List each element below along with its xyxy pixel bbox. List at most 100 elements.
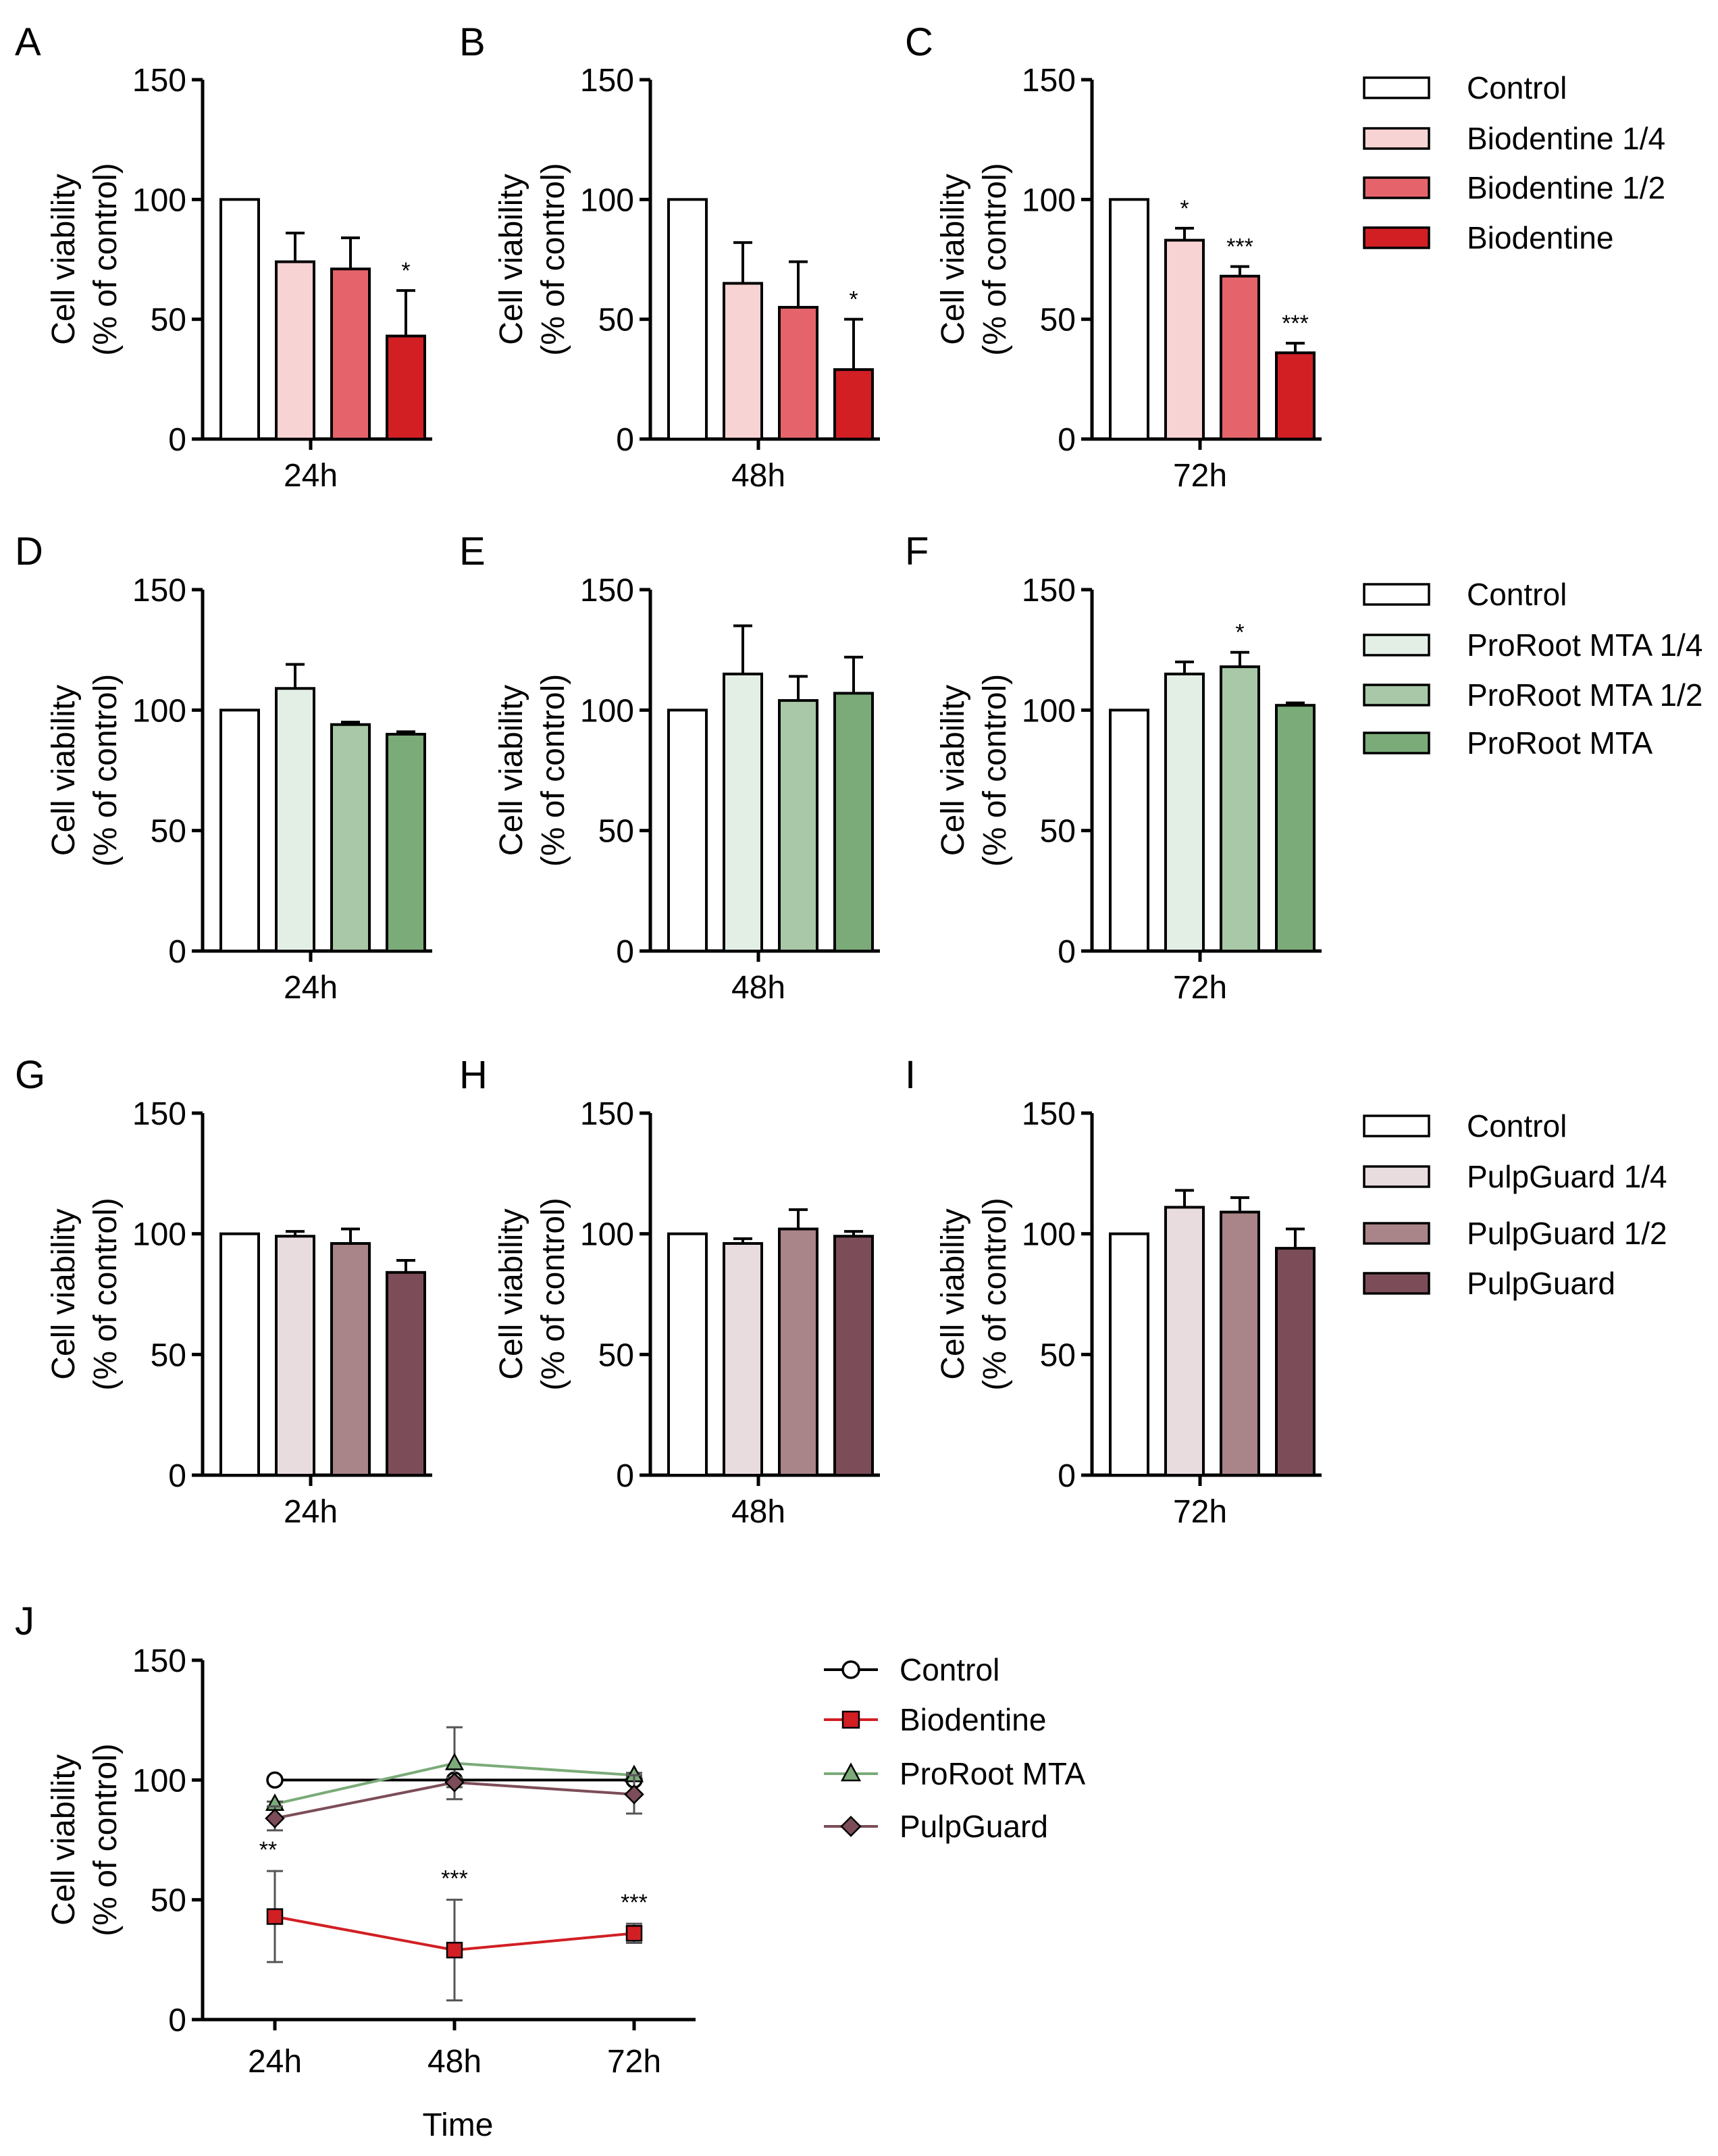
panel-b-bar-biodentine-1-4 [723, 282, 763, 441]
panel-e-y-tick-label: 100 [580, 693, 634, 729]
panel-e-y-axis-title-line: (% of control) [536, 674, 571, 867]
panel-b-y-tick-label: 0 [616, 422, 634, 458]
panel-e-bar-proroot-mta-1-2 [778, 699, 818, 952]
panel-a-bar-biodentine-1-2 [330, 267, 371, 441]
panel-c-y-axis-title-line: (% of control) [977, 163, 1013, 355]
panel-e-bar-control [667, 709, 708, 953]
panel-c-bar-biodentine-1-2 [1220, 274, 1260, 440]
legend-row-2: Control ProRoot MTA 1/4 ProRoot MTA 1/2 Pro… [1363, 577, 1702, 761]
panel-j-point-proroot-mta [444, 1752, 465, 1770]
panel-h-group-label: 48h [731, 1494, 785, 1530]
legend-label-biodentine-1-4: Biodentine 1/4 [1467, 121, 1665, 156]
panel-i-letter: I [905, 1053, 916, 1097]
panel-g-y-tick-label: 150 [132, 1096, 186, 1132]
panel-j-series-biodentine: ******** [259, 1837, 648, 2002]
panel-e-bar-proroot-mta-1-4 [723, 672, 763, 952]
legend-label-proroot-mta: ProRoot MTA [900, 1756, 1086, 1791]
legend-swatch-pulpguard [1363, 1272, 1430, 1295]
panel-d-bar-control [219, 709, 260, 953]
panel-c: C 0 50 100 150 Cell viability (% of control) 72… [905, 20, 1322, 494]
panel-e-y-tick-label: 150 [580, 573, 634, 609]
legend-label-biodentine: Biodentine [900, 1702, 1046, 1737]
panel-f-y-tick-label: 150 [1022, 573, 1076, 609]
panel-b-y-tick-label: 150 [580, 63, 634, 99]
panel-h-y-axis-title-line: Cell viability [494, 1208, 529, 1379]
panel-e-y-tick-label: 50 [598, 814, 634, 850]
panel-h-bar-control [667, 1232, 708, 1477]
panel-i-bar-pulpguard [1275, 1247, 1316, 1477]
panel-i-y-tick-label: 0 [1058, 1458, 1076, 1494]
panel-g-bar-pulpguard-1-4 [275, 1235, 315, 1477]
panel-a-bar-biodentine [386, 334, 426, 441]
panel-b-y-tick-label: 50 [598, 303, 634, 338]
panel-j-x-tick-label: 48h [427, 2044, 481, 2080]
panel-i: I 0 50 100 150 Cell viability (% of control) 72… [905, 1053, 1322, 1530]
legend-label-control: Control [1467, 70, 1567, 105]
panel-g-bar-control [219, 1232, 260, 1477]
legend-swatch-control [1363, 1114, 1430, 1137]
panel-d-group-label: 24h [284, 970, 338, 1006]
panel-j-y-axis-title-line: Cell viability [46, 1754, 82, 1925]
panel-d-bar-proroot-mta [386, 733, 426, 952]
panel-a-group-label: 24h [284, 458, 338, 494]
panel-c-y-axis-title: Cell viability (% of control) [935, 163, 1013, 355]
panel-f-y-tick-label: 100 [1022, 693, 1076, 729]
panel-f-y-tick-label: 50 [1040, 814, 1076, 850]
panel-f-group-label: 72h [1173, 970, 1227, 1006]
legend-row-3: Control PulpGuard 1/4 PulpGuard 1/2 PulpGua… [1363, 1108, 1667, 1301]
panel-j-point-control [266, 1771, 284, 1789]
legend-swatch-control [1363, 583, 1430, 606]
panel-i-bar-pulpguard-1-2 [1220, 1210, 1260, 1477]
panel-f-y-axis-title-line: (% of control) [977, 674, 1013, 867]
panel-c-letter: C [905, 20, 933, 64]
legend-marker-control [841, 1660, 860, 1679]
panel-g-y-axis-title: Cell viability (% of control) [46, 1198, 124, 1390]
legend-label-biodentine: Biodentine [1467, 220, 1613, 255]
panel-c-bar-control [1109, 198, 1149, 440]
panel-j-sig-biodentine: *** [621, 1890, 648, 1916]
panel-i-y-axis-title-line: (% of control) [977, 1198, 1013, 1390]
panel-d-y-axis-title-line: (% of control) [88, 674, 124, 867]
panel-g-letter: G [15, 1053, 45, 1097]
panel-h-bar-pulpguard-1-4 [723, 1241, 763, 1477]
panel-j-y-axis-title: Cell viability (% of control) [46, 1743, 124, 1936]
panel-i-y-tick-label: 50 [1040, 1337, 1076, 1373]
panel-b-y-axis-title-line: (% of control) [536, 163, 571, 355]
panel-j-point-pulpguard [624, 1784, 644, 1805]
legend-marker-proroot-mta [840, 1762, 862, 1782]
panel-j-letter: J [15, 1599, 34, 1643]
panel-j: J 0 50 100 150 Cell viability (% of control) 24… [15, 1599, 696, 2143]
panel-a-y-tick-label: 100 [132, 182, 186, 218]
panel-f-sig-proroot-mta-1-2: * [1235, 620, 1244, 646]
panel-a-bar-control [219, 198, 260, 440]
panel-f-y-tick-label: 0 [1058, 934, 1076, 970]
legend-marker-pulpguard [840, 1816, 862, 1837]
panel-j-point-biodentine [625, 1925, 643, 1942]
panel-a-y-axis-title: Cell viability (% of control) [46, 163, 124, 355]
panel-j-series-pulpguard [265, 1772, 644, 1832]
panel-a-bar-biodentine-1-4 [275, 260, 315, 440]
panel-i-y-axis-title: Cell viability (% of control) [935, 1198, 1013, 1390]
panel-a-y-axis-title-line: Cell viability [46, 174, 82, 344]
panel-e-y-tick-label: 0 [616, 934, 634, 970]
panel-a-y-tick-label: 50 [151, 303, 186, 338]
legend-swatch-biodentine-1-2 [1363, 176, 1430, 199]
panel-b-bar-biodentine [833, 368, 874, 440]
panel-j-sig-biodentine: ** [259, 1837, 277, 1863]
panel-e: E 0 50 100 150 Cell viability (% of control) 48… [459, 530, 880, 1006]
panel-g-y-axis-title-line: Cell viability [46, 1208, 82, 1379]
panel-c-bar-biodentine-1-4 [1164, 238, 1205, 440]
panel-a-y-axis-title-line: (% of control) [88, 163, 124, 355]
panel-d-y-tick-label: 100 [132, 693, 186, 729]
legend-row-4: Control Biodentine ProRoot MTA PulpGuard [824, 1652, 1086, 1844]
panel-e-bar-proroot-mta [833, 692, 874, 953]
panel-e-y-axis-title: Cell viability (% of control) [494, 674, 571, 867]
panel-f-letter: F [905, 530, 929, 573]
panel-j-series-proroot-mta [265, 1726, 644, 1812]
panel-j-y-tick-label: 0 [168, 2003, 186, 2038]
panel-e-letter: E [459, 530, 486, 573]
panel-g-y-axis-title-line: (% of control) [88, 1198, 124, 1390]
panel-i-y-axis-title-line: Cell viability [935, 1208, 971, 1379]
legend-marker-biodentine [841, 1710, 860, 1729]
